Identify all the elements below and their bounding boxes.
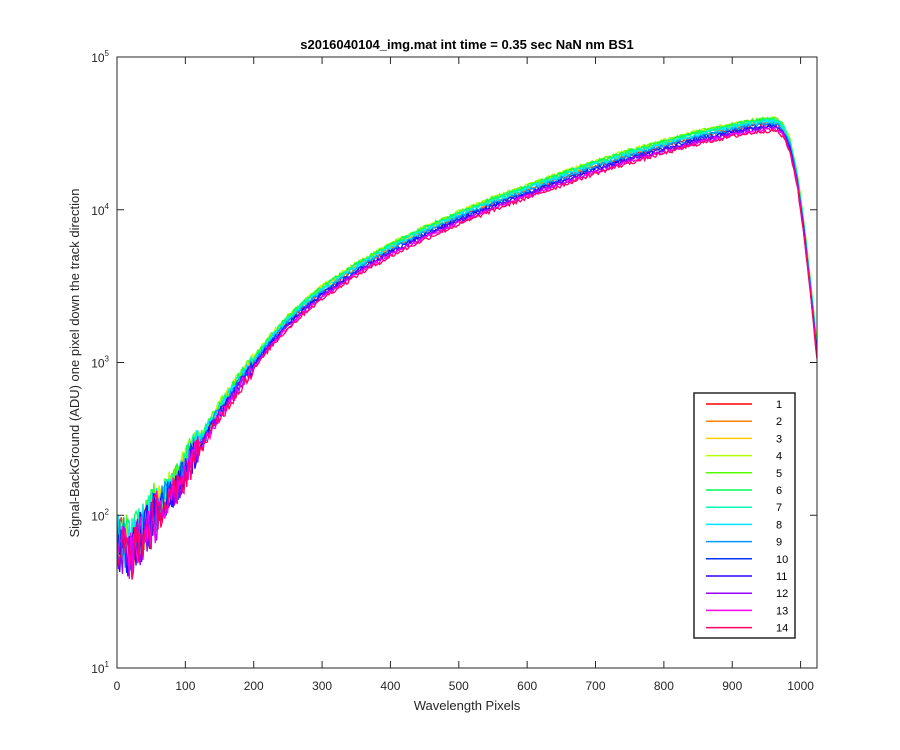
legend-label-1: 1 xyxy=(776,399,782,411)
legend-label-2: 2 xyxy=(776,416,782,428)
series-line-10 xyxy=(117,123,817,573)
y-tick-label: 105 xyxy=(91,49,109,65)
legend-label-3: 3 xyxy=(776,433,782,445)
legend-label-12: 12 xyxy=(776,588,788,600)
legend-label-9: 9 xyxy=(776,537,782,549)
legend-label-4: 4 xyxy=(776,451,782,463)
y-tick-label: 102 xyxy=(91,507,109,523)
series-line-12 xyxy=(117,125,817,574)
legend-label-6: 6 xyxy=(776,485,782,497)
x-tick-label: 400 xyxy=(380,679,400,693)
series-line-6 xyxy=(117,116,817,566)
legend-label-8: 8 xyxy=(776,519,782,531)
legend-label-11: 11 xyxy=(776,571,787,583)
legend-box xyxy=(693,392,796,639)
chart-title: s2016040104_img.mat int time = 0.35 sec … xyxy=(300,37,634,52)
x-tick-label: 500 xyxy=(449,679,469,693)
x-tick-label: 200 xyxy=(244,679,264,693)
x-tick-label: 0 xyxy=(114,679,121,693)
x-tick-label: 100 xyxy=(175,679,195,693)
y-tick-label: 103 xyxy=(91,355,109,371)
x-tick-label: 700 xyxy=(586,679,606,693)
legend-label-13: 13 xyxy=(776,605,788,617)
legend-label-5: 5 xyxy=(776,468,782,480)
y-axis-label: Signal-BackGround (ADU) one pixel down t… xyxy=(67,188,82,537)
y-tick-label: 101 xyxy=(91,660,109,676)
x-axis-ticks: 0 100 200 300 400 500 600 700 800 900 1000 xyxy=(114,57,814,693)
x-tick-label: 1000 xyxy=(787,679,814,693)
y-tick-label: 104 xyxy=(91,202,109,218)
series-line-14 xyxy=(117,127,817,580)
x-tick-label: 300 xyxy=(312,679,332,693)
x-axis-label: Wavelength Pixels xyxy=(414,698,521,713)
legend-label-10: 10 xyxy=(776,554,788,566)
legend-label-7: 7 xyxy=(776,502,782,514)
legend-label-14: 14 xyxy=(776,623,788,635)
x-tick-label: 900 xyxy=(722,679,742,693)
series-layer xyxy=(117,115,817,580)
x-tick-label: 600 xyxy=(517,679,537,693)
x-tick-label: 800 xyxy=(654,679,674,693)
